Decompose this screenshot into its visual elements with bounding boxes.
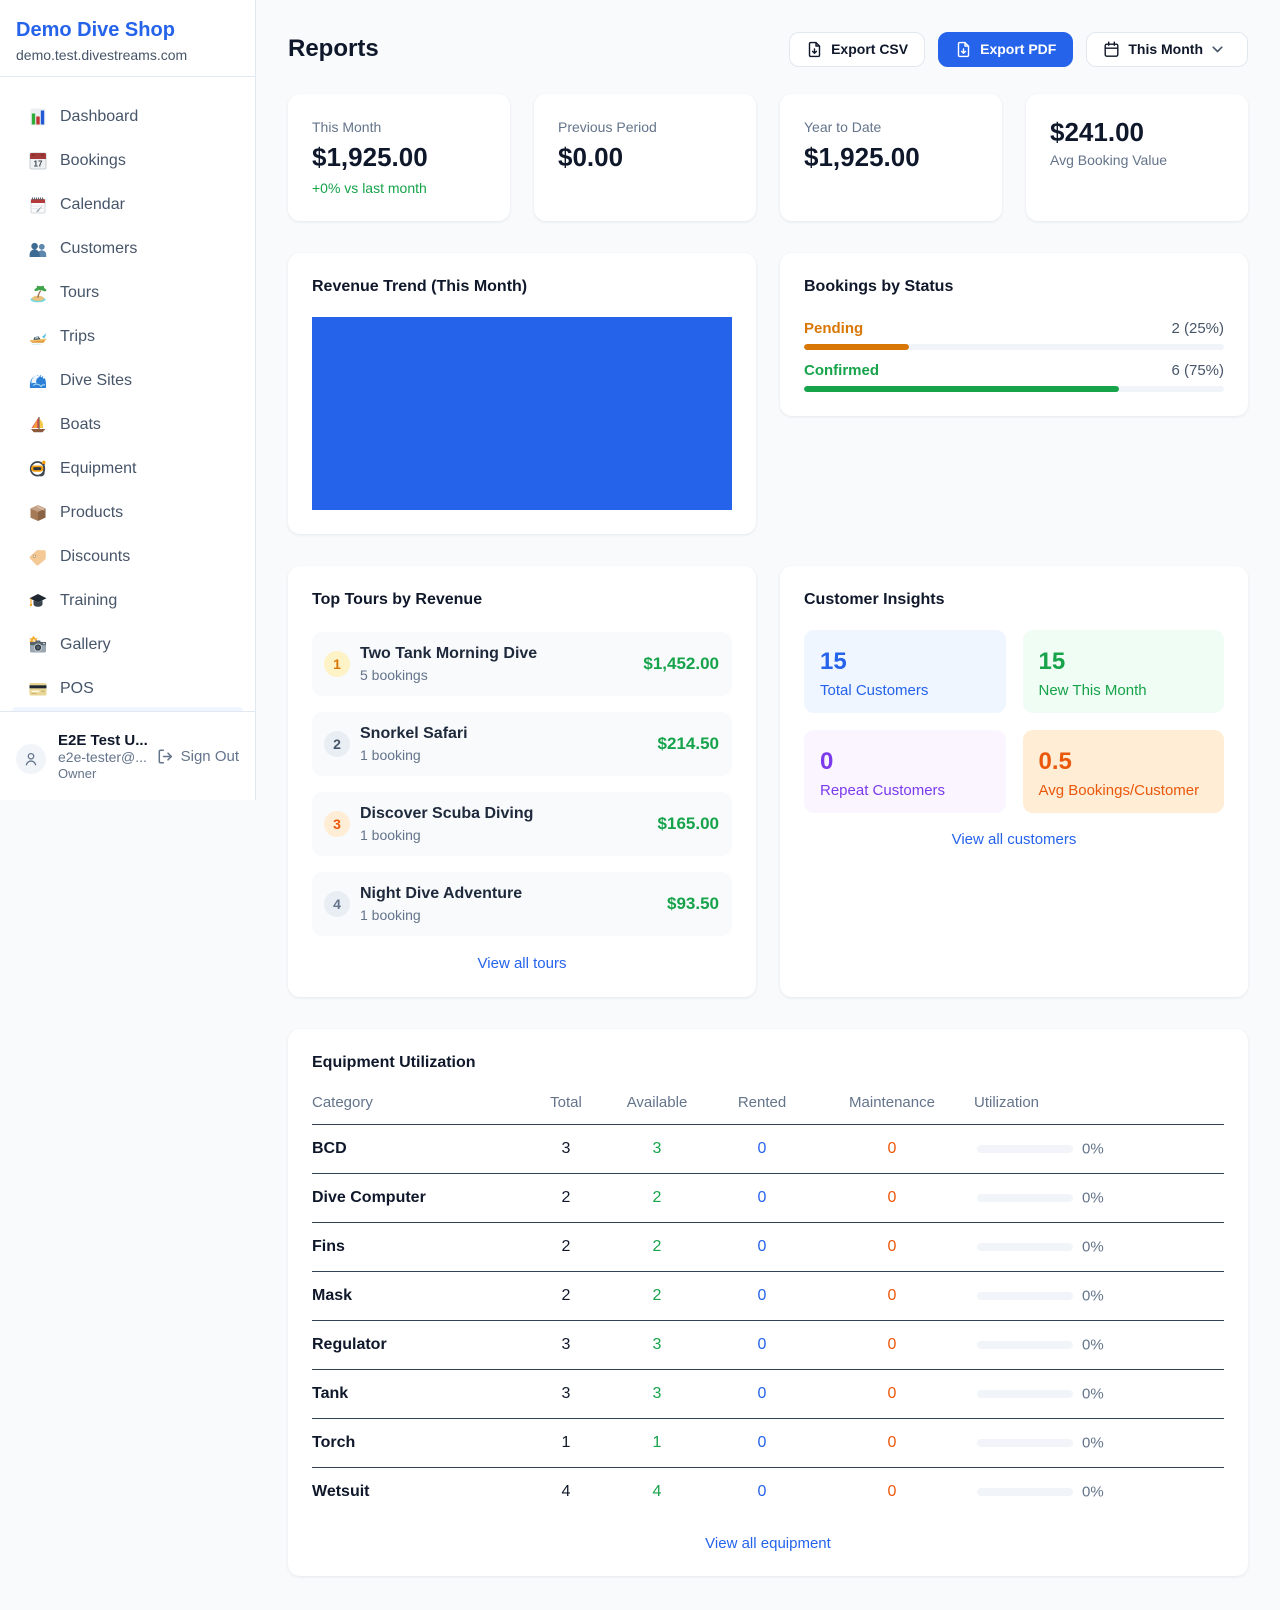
svg-text:17: 17 [34, 160, 43, 169]
